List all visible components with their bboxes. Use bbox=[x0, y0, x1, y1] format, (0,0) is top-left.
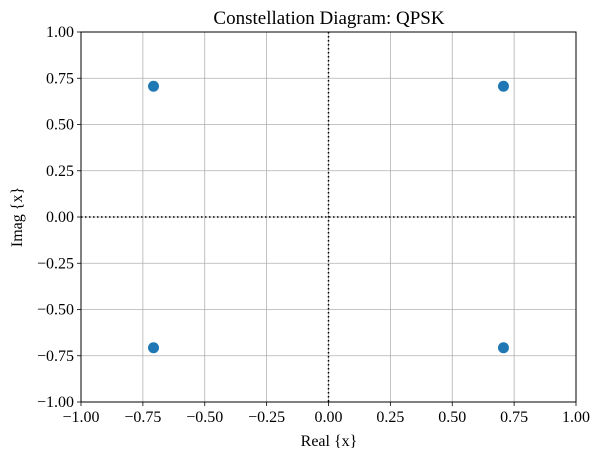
constellation-point bbox=[497, 342, 509, 354]
x-tick-label: −0.25 bbox=[248, 409, 285, 426]
x-tick-label: −0.75 bbox=[124, 409, 161, 426]
y-ticks: −1.00 −0.75 −0.50 −0.25 0.00 0.25 0.50 0.75 1.00 bbox=[37, 24, 81, 411]
x-tick-label: 0.00 bbox=[315, 409, 343, 426]
y-tick-label: 0.50 bbox=[46, 117, 74, 134]
x-ticks: −1.00 −0.75 −0.50 −0.25 0.00 0.25 0.50 0.75 1.00 bbox=[62, 402, 590, 426]
x-tick-label: 0.25 bbox=[376, 409, 404, 426]
y-tick-label: 0.75 bbox=[46, 70, 74, 87]
x-tick-label: 0.75 bbox=[500, 409, 528, 426]
constellation-point bbox=[148, 80, 160, 92]
y-tick-label: −1.00 bbox=[37, 394, 74, 411]
constellation-point bbox=[497, 80, 509, 92]
chart-title: Constellation Diagram: QPSK bbox=[213, 8, 444, 29]
y-tick-label: 1.00 bbox=[46, 24, 74, 41]
x-tick-label: 1.00 bbox=[562, 409, 590, 426]
y-tick-label: −0.75 bbox=[37, 348, 74, 365]
y-tick-label: −0.50 bbox=[37, 302, 74, 319]
x-axis-label: Real {x} bbox=[301, 433, 358, 450]
y-tick-label: −0.25 bbox=[37, 255, 74, 272]
x-tick-label: −0.50 bbox=[186, 409, 223, 426]
reference-lines bbox=[81, 32, 576, 402]
x-tick-label: 0.50 bbox=[438, 409, 466, 426]
x-tick-label: −1.00 bbox=[62, 409, 99, 426]
y-tick-label: 0.00 bbox=[46, 209, 74, 226]
y-axis-label: Imag {x} bbox=[9, 187, 26, 247]
data-points bbox=[148, 80, 509, 354]
constellation-point bbox=[148, 342, 160, 354]
y-tick-label: 0.25 bbox=[46, 163, 74, 180]
